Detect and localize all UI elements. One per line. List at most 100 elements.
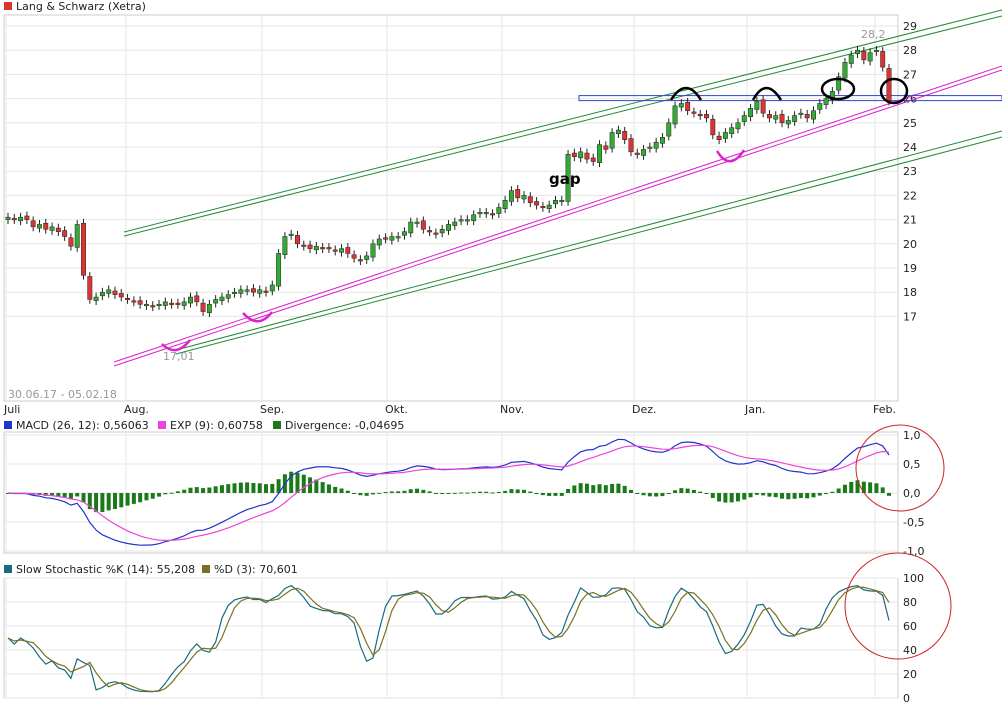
stochastic-grid <box>4 577 898 699</box>
candle-down <box>622 131 628 140</box>
support-line <box>113 65 1002 363</box>
divergence-bar <box>792 493 797 499</box>
divergence-bar <box>402 490 407 493</box>
divergence-bar <box>427 491 432 493</box>
candle-up <box>49 226 55 231</box>
divergence-bar <box>150 493 155 499</box>
divergence-bar <box>477 491 482 493</box>
candle-down <box>383 237 389 240</box>
divergence-bar <box>219 485 224 493</box>
candle-down <box>861 51 867 61</box>
divergence-bar <box>440 493 445 494</box>
candle-down <box>137 300 143 305</box>
divergence-bar <box>112 493 117 509</box>
divergence-bar <box>679 488 684 493</box>
divergence-bar <box>490 492 495 494</box>
divergence-bar <box>817 493 822 496</box>
candle-up <box>508 190 514 202</box>
divergence-bar <box>320 482 325 493</box>
macd-y-tick: -1,0 <box>903 545 924 558</box>
price-y-tick: 25 <box>903 117 917 130</box>
candle-up <box>257 289 263 294</box>
divergence-bar <box>251 483 256 493</box>
candle-down <box>81 222 86 276</box>
divergence-bar <box>207 487 212 493</box>
candle-up <box>873 49 879 52</box>
divergence-bar <box>622 485 627 493</box>
stochastic-y-tick: 40 <box>903 644 917 657</box>
stoch-d-legend: %D (3): 70,601 <box>214 563 298 576</box>
candle-up <box>219 296 225 301</box>
divergence-bar <box>811 493 816 498</box>
candle-up <box>74 224 80 248</box>
macd-panel: MACD (26, 12): 0,56063 EXP (9): 0,60758 … <box>3 419 945 558</box>
candle-up <box>143 304 149 307</box>
stochastic-y-axis: 100 80 60 40 20 0 <box>903 572 924 705</box>
candle-up <box>188 296 193 304</box>
candle-up <box>464 219 470 222</box>
candle-up <box>641 149 647 156</box>
candle-up <box>722 132 728 139</box>
divergence-bar <box>94 493 99 513</box>
divergence-bar <box>509 489 514 493</box>
candle-up <box>213 299 219 304</box>
stochastic-y-tick: 20 <box>903 668 917 681</box>
x-tick-label: Aug. <box>124 403 149 416</box>
candle-down <box>131 300 137 303</box>
candle-down <box>332 249 338 252</box>
series-swatch-red <box>4 2 12 10</box>
breakout-circle <box>820 77 856 101</box>
divergence-bar <box>628 489 633 493</box>
candle-up <box>339 248 344 253</box>
divergence-bar <box>257 483 262 493</box>
divergence-bar <box>87 493 92 510</box>
candle-up <box>785 120 791 125</box>
divergence-bar <box>194 487 199 493</box>
candle-down <box>62 230 68 237</box>
divergence-bar <box>540 493 545 496</box>
divergence-bar <box>326 484 331 493</box>
candle-down <box>804 114 810 119</box>
candle-down <box>691 111 697 114</box>
price-y-tick: 24 <box>903 141 917 154</box>
candle-up <box>206 304 212 314</box>
divergence-bar <box>654 493 659 497</box>
divergence-bar <box>471 492 476 494</box>
support-line <box>113 69 1002 367</box>
candle-up <box>597 144 602 163</box>
divergence-bar <box>364 493 369 496</box>
support-touch-mark <box>161 339 191 352</box>
divergence-bar <box>786 493 791 500</box>
candle-down <box>760 99 766 114</box>
divergence-bar <box>534 493 539 494</box>
candle-down <box>779 114 785 124</box>
candle-up <box>414 221 420 224</box>
divergence-bar <box>56 493 61 497</box>
divergence-bar <box>238 482 243 493</box>
divergence-bar <box>138 493 143 503</box>
macd-swatch <box>4 421 12 429</box>
divergence-bar <box>352 493 357 494</box>
candle-down <box>590 157 596 162</box>
candle-up <box>836 76 842 91</box>
stochastic-circle <box>844 552 952 660</box>
candle-up <box>232 291 237 294</box>
macd-y-tick: 0,5 <box>903 458 921 471</box>
candle-up <box>244 289 250 292</box>
candle-up <box>823 98 829 105</box>
divergence-bar <box>566 488 571 493</box>
candle-up <box>829 91 835 101</box>
divergence-bar <box>295 472 300 493</box>
divergence-bar <box>169 492 174 494</box>
candle-down <box>527 196 533 203</box>
stoch-k-legend: Slow Stochastic %K (14): 55,208 <box>16 563 195 576</box>
high-label: 28,2 <box>861 28 886 41</box>
candle-up <box>401 231 407 236</box>
candle-up <box>389 236 395 241</box>
candle-up <box>276 253 282 287</box>
divergence-bar <box>201 488 206 493</box>
divergence-bar <box>635 493 640 494</box>
divergence-bar <box>735 493 740 502</box>
divergence-bar <box>408 489 413 493</box>
divergence-bar <box>182 489 187 493</box>
